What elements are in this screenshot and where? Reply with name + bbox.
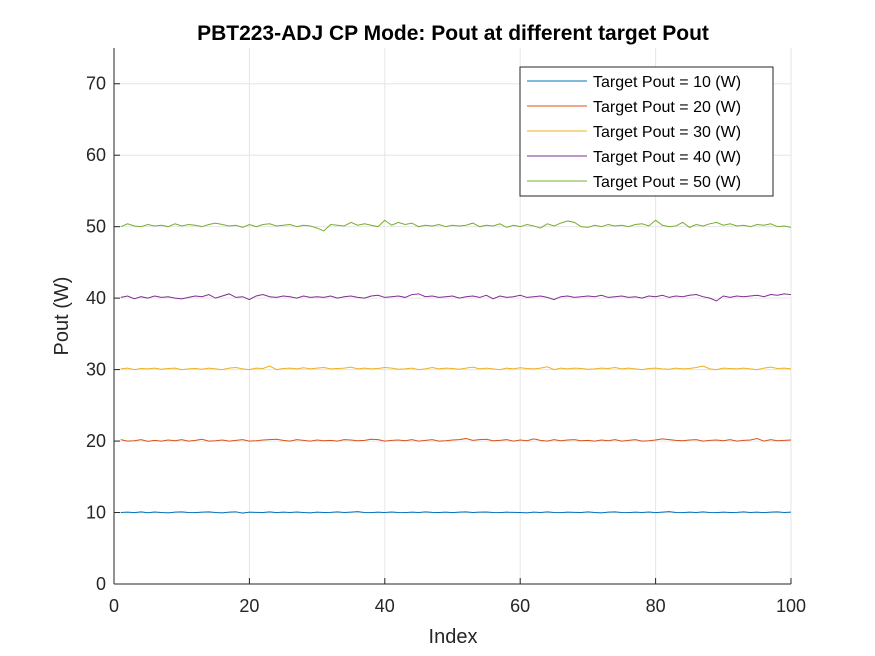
y-tick-label: 0	[96, 574, 106, 594]
legend-label: Target Pout = 30 (W)	[593, 124, 741, 141]
x-tick-label: 0	[109, 596, 119, 616]
chart-title: PBT223-ADJ CP Mode: Pout at different ta…	[197, 22, 709, 45]
legend-label: Target Pout = 50 (W)	[593, 174, 741, 191]
y-axis-label: Pout (W)	[51, 277, 73, 356]
y-tick-label: 10	[86, 503, 106, 523]
legend: Target Pout = 10 (W) Target Pout = 20 (W)…	[519, 66, 774, 197]
x-tick-label: 80	[646, 596, 666, 616]
y-tick-label: 30	[86, 360, 106, 380]
legend-label: Target Pout = 10 (W)	[593, 74, 741, 91]
x-tick-label: 20	[239, 596, 259, 616]
series-lines	[120, 219, 792, 514]
y-tick-label: 20	[86, 431, 106, 451]
legend-label: Target Pout = 40 (W)	[593, 149, 741, 166]
tick-labels: 0 20 40 60 80 100 0 10 20 30 40 50 60 70	[86, 74, 806, 616]
series-line-1	[120, 511, 792, 514]
y-tick-label: 70	[86, 74, 106, 94]
legend-label: Target Pout = 20 (W)	[593, 99, 741, 116]
series-line-3	[120, 365, 792, 371]
y-tick-label: 60	[86, 145, 106, 165]
x-axis-label: Index	[429, 626, 478, 648]
series-line-5	[120, 219, 792, 232]
series-line-4	[120, 293, 792, 302]
y-tick-label: 50	[86, 217, 106, 237]
x-tick-label: 40	[375, 596, 395, 616]
axes	[113, 48, 792, 585]
y-tick-label: 40	[86, 288, 106, 308]
x-tick-label: 60	[510, 596, 530, 616]
x-tick-label: 100	[776, 596, 806, 616]
series-line-2	[120, 438, 792, 442]
